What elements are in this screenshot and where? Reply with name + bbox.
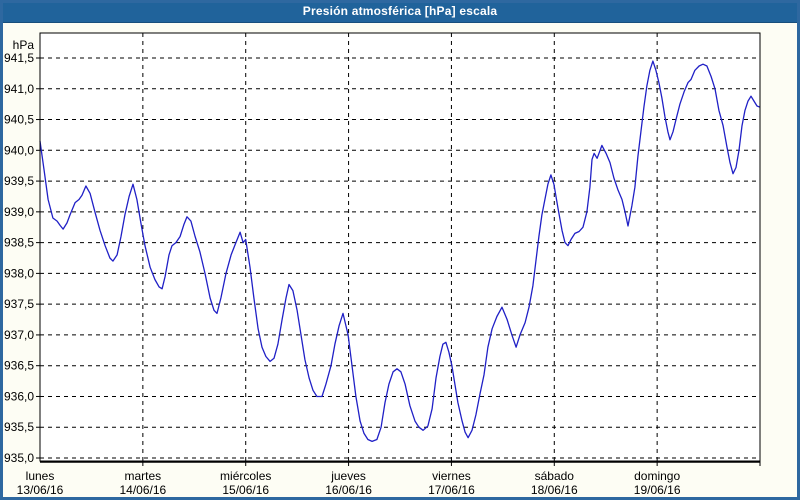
y-tick-label: 941,0 <box>4 82 34 96</box>
day-date-label: 15/06/16 <box>222 483 269 497</box>
day-name-label: miércoles <box>220 469 271 483</box>
y-tick-label: 937,5 <box>4 297 34 311</box>
y-tick-label: 937,0 <box>4 328 34 342</box>
y-tick-label: 938,0 <box>4 266 34 280</box>
y-tick-label: 936,5 <box>4 359 34 373</box>
day-date-label: 14/06/16 <box>119 483 166 497</box>
pressure-line <box>39 60 761 443</box>
day-name-label: domingo <box>634 469 680 483</box>
y-tick-label: 935,5 <box>4 420 34 434</box>
chart-title: Presión atmosférica [hPa] escala <box>302 4 498 18</box>
day-date-label: 18/06/16 <box>531 483 578 497</box>
day-name-label: martes <box>125 469 162 483</box>
y-tick-label: 940,5 <box>4 113 34 127</box>
day-name-label: jueves <box>330 469 366 483</box>
y-tick-label: 939,5 <box>4 174 34 188</box>
day-name-label: sábado <box>535 469 575 483</box>
day-name-label: lunes <box>26 469 55 483</box>
y-tick-label: 935,0 <box>4 451 34 465</box>
day-date-label: 13/06/16 <box>17 483 64 497</box>
chart-title-bar: Presión atmosférica [hPa] escala <box>0 0 800 23</box>
day-date-label: 19/06/16 <box>634 483 681 497</box>
day-name-label: viernes <box>432 469 471 483</box>
y-tick-label: 941,5 <box>4 51 34 65</box>
day-date-label: 17/06/16 <box>428 483 475 497</box>
y-tick-label: 936,0 <box>4 389 34 403</box>
day-date-label: 16/06/16 <box>325 483 372 497</box>
plot-border <box>39 32 761 462</box>
y-axis-unit-label: hPa <box>13 38 35 52</box>
y-tick-label: 938,5 <box>4 236 34 250</box>
y-tick-label: 939,0 <box>4 205 34 219</box>
plot-area <box>40 33 760 461</box>
y-tick-label: 940,0 <box>4 143 34 157</box>
